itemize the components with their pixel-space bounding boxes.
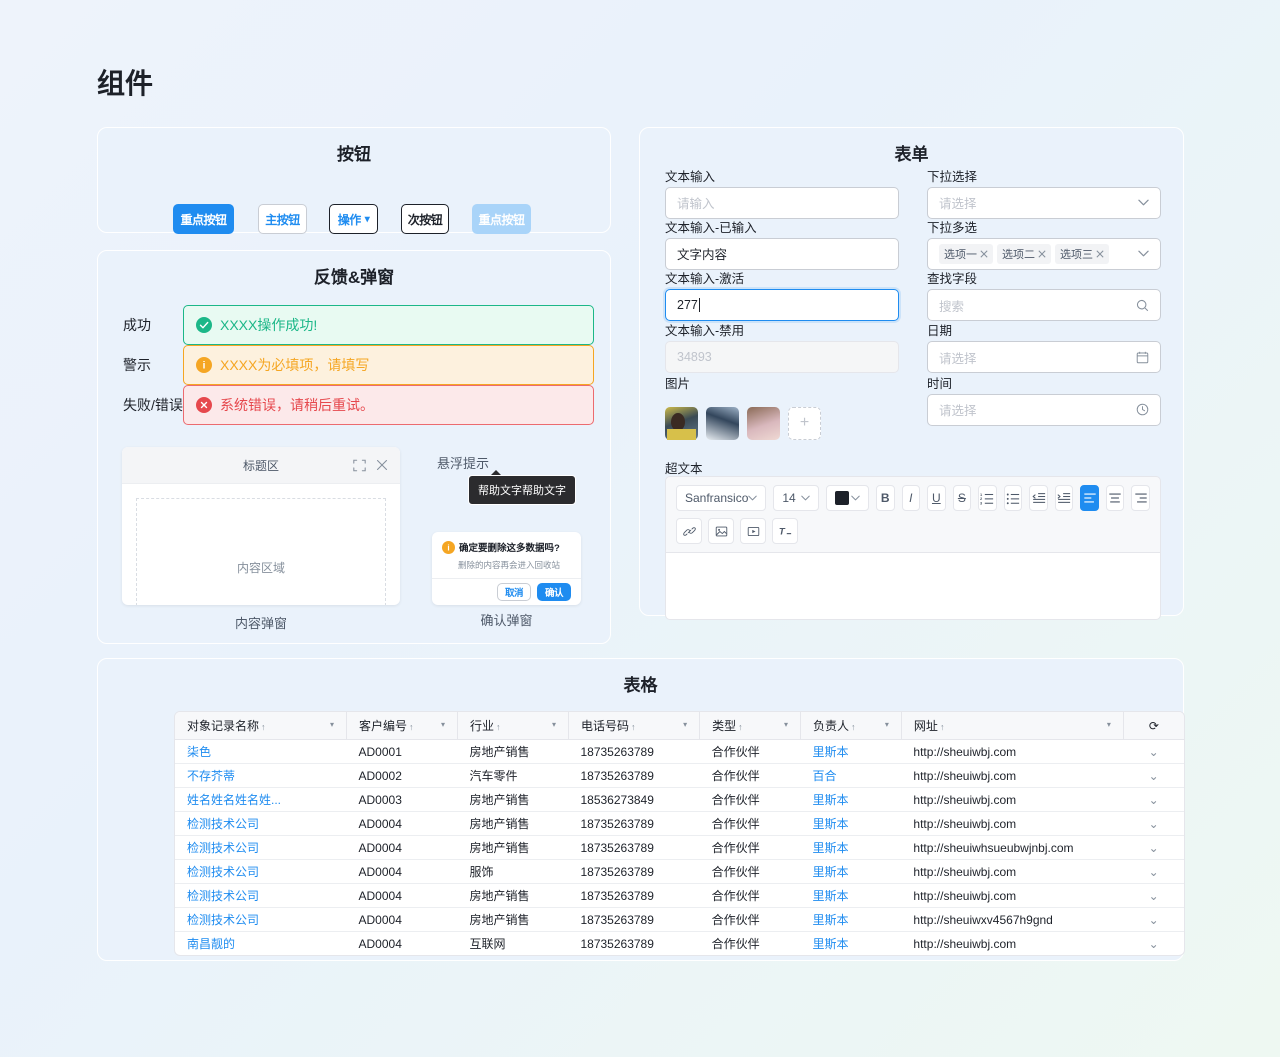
svg-text:3: 3 [980,501,983,505]
svg-text:T: T [779,527,786,538]
svg-text:i: i [447,543,449,552]
svg-text:i: i [203,360,206,371]
